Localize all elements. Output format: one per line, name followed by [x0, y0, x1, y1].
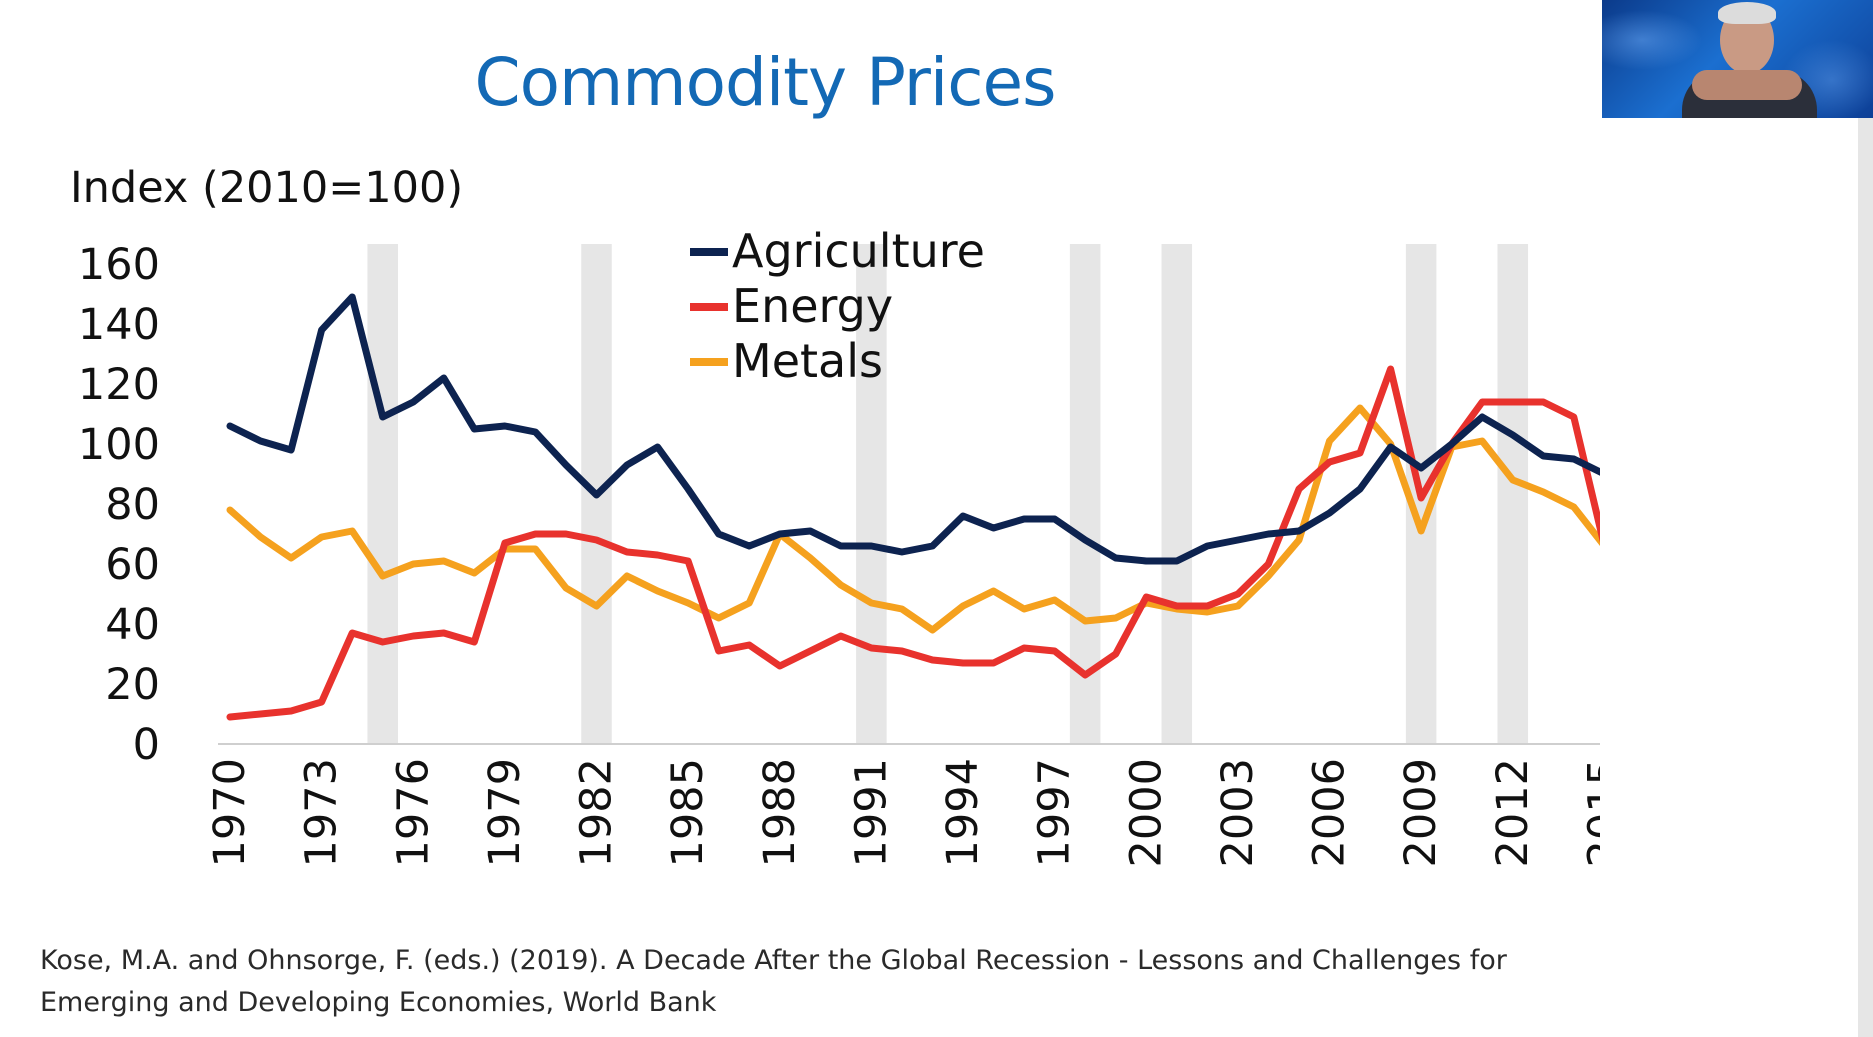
x-tick-label: 1985 — [663, 758, 713, 867]
legend-label-energy: Energy — [732, 279, 893, 333]
y-tick-label: 0 — [133, 720, 160, 770]
y-tick-label: 140 — [78, 300, 160, 350]
presenter-hands — [1692, 70, 1802, 100]
series-line-agriculture — [226, 293, 1600, 565]
legend-label-agriculture: Agriculture — [732, 224, 985, 278]
presenter-hair — [1718, 2, 1776, 24]
slide-title: Commodity Prices — [474, 44, 1057, 121]
y-tick-label: 60 — [105, 540, 160, 590]
x-tick-label: 1994 — [938, 758, 988, 867]
x-tick-label: 1973 — [297, 758, 347, 867]
x-tick-label: 2012 — [1488, 758, 1538, 867]
shade-band — [367, 244, 398, 744]
line-chart: Index (2010=100) 0 20 40 60 80 100 120 140 160 1… — [70, 163, 1600, 867]
y-tick-label: 160 — [78, 240, 160, 290]
citation-line-1: Kose, M.A. and Ohnsorge, F. (eds.) (2019… — [40, 945, 1507, 976]
x-tick-label: 1979 — [480, 758, 530, 867]
x-tick-label: 2000 — [1121, 758, 1171, 867]
y-tick-label: 20 — [105, 660, 160, 710]
page-edge — [1858, 118, 1873, 1037]
series-lines — [226, 293, 1600, 721]
citation-line-2: Emerging and Developing Economies, World… — [40, 987, 717, 1018]
shade-band — [1161, 244, 1193, 744]
citation: Kose, M.A. and Ohnsorge, F. (eds.) (2019… — [40, 940, 1620, 1024]
shade-band — [856, 244, 887, 744]
shade-band — [1069, 244, 1101, 744]
x-tick-label: 1991 — [846, 758, 896, 867]
x-tick-label: 2015 — [1579, 758, 1600, 867]
y-tick-label: 80 — [105, 480, 160, 530]
y-tick-label: 100 — [78, 420, 160, 470]
legend-label-metals: Metals — [732, 334, 883, 388]
x-tick-label: 1970 — [205, 758, 255, 867]
x-tick-label: 2003 — [1213, 758, 1263, 867]
x-tick-label: 1982 — [572, 758, 622, 867]
shade-band — [1497, 244, 1529, 744]
x-tick-label: 1988 — [755, 758, 805, 867]
x-axis-ticks: 1970 1973 1976 1979 1982 1985 1988 1991 1994 1997… — [205, 758, 1600, 867]
x-tick-label: 2009 — [1396, 758, 1446, 867]
x-tick-label: 1976 — [388, 758, 438, 867]
webcam-video — [1602, 0, 1873, 118]
series-line-metals — [226, 404, 1600, 634]
y-axis-label: Index (2010=100) — [70, 163, 463, 213]
series-line-energy — [226, 365, 1600, 721]
y-tick-label: 120 — [78, 360, 160, 410]
y-tick-label: 40 — [105, 600, 160, 650]
x-tick-label: 2006 — [1305, 758, 1355, 867]
x-tick-label: 1997 — [1030, 758, 1080, 867]
y-axis-ticks: 0 20 40 60 80 100 120 140 160 — [78, 240, 160, 770]
